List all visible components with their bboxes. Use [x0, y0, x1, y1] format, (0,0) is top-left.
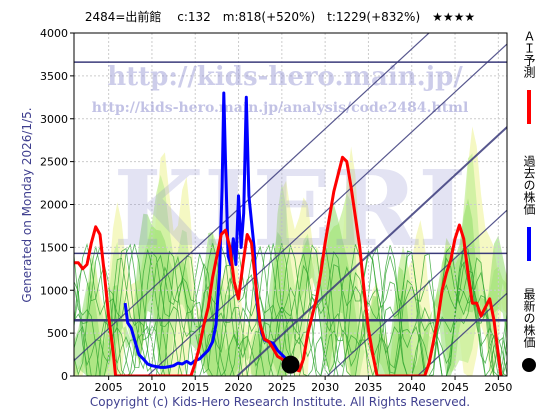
x-tick-label: 2030 [311, 381, 339, 394]
x-tick-label: 2020 [225, 381, 253, 394]
copyright-footer: Copyright (c) Kids-Hero Research Institu… [89, 395, 471, 409]
x-tick-label: 2015 [181, 381, 209, 394]
watermark-analysis-url: http://kids-hero.main.jp/analysis/code24… [92, 100, 469, 116]
legend-latest-price-dot [522, 357, 536, 372]
series [74, 91, 503, 376]
chart-title: 2484=出前館 c:132 m:818(+520%) t:1229(+832%… [84, 10, 476, 24]
legend-latest-price-label: 最新の株価 [522, 288, 536, 348]
scenario-line [74, 243, 507, 376]
legend-past-price: 過去の株価 [522, 155, 536, 261]
y-tick-label: 1500 [40, 241, 68, 254]
scenario-line [74, 243, 507, 376]
legend-ai-forecast-swatch [527, 89, 531, 124]
latest-price-dot [281, 355, 300, 374]
watermark-url: http://kids-hero.main.jp/ [107, 62, 463, 92]
x-tick-label: 2005 [95, 381, 123, 394]
legend-latest-price: 最新の株価 [522, 288, 536, 372]
prediction-band [74, 198, 507, 376]
trend-line [326, 209, 507, 376]
watermark: KIERI http://kids-hero.main.jp/ http://k… [92, 62, 469, 270]
trend-line [146, 43, 507, 376]
y-tick-label: 3500 [40, 70, 68, 83]
watermark-big: KIERI [113, 147, 466, 270]
y-tick-label: 500 [47, 327, 68, 340]
y-tick-label: 1000 [40, 284, 68, 297]
y-tick-label: 2000 [40, 199, 68, 212]
trend-line [416, 292, 507, 376]
legend-past-price-swatch [527, 226, 531, 261]
x-tick-label: 2035 [354, 381, 382, 394]
x-tick-label: 2045 [441, 381, 469, 394]
y-tick-label: 2500 [40, 156, 68, 169]
legend-past-price-label: 過去の株価 [522, 155, 536, 215]
x-tick-label: 2040 [398, 381, 426, 394]
trend-line [74, 33, 430, 362]
x-tick-label: 2010 [138, 381, 166, 394]
y-tick-label: 4000 [40, 27, 68, 40]
x-tick-label: 2025 [268, 381, 296, 394]
x-tick-label: 2050 [484, 381, 512, 394]
generated-date-label: Generated on Monday 2026/1/5. [20, 107, 34, 303]
y-tick-label: 3000 [40, 113, 68, 126]
scenario-line [74, 246, 507, 376]
y-tick-label: 0 [61, 370, 68, 383]
legend-ai-forecast: ＡＩ予測 [522, 30, 536, 124]
axes: 0 500 1000 1500 2000 2500 3000 3500 4000 2005 2010… [40, 27, 512, 394]
scenario-line [74, 243, 507, 376]
level-lines [74, 61, 507, 322]
legend-ai-forecast-label: ＡＩ予測 [522, 30, 536, 78]
